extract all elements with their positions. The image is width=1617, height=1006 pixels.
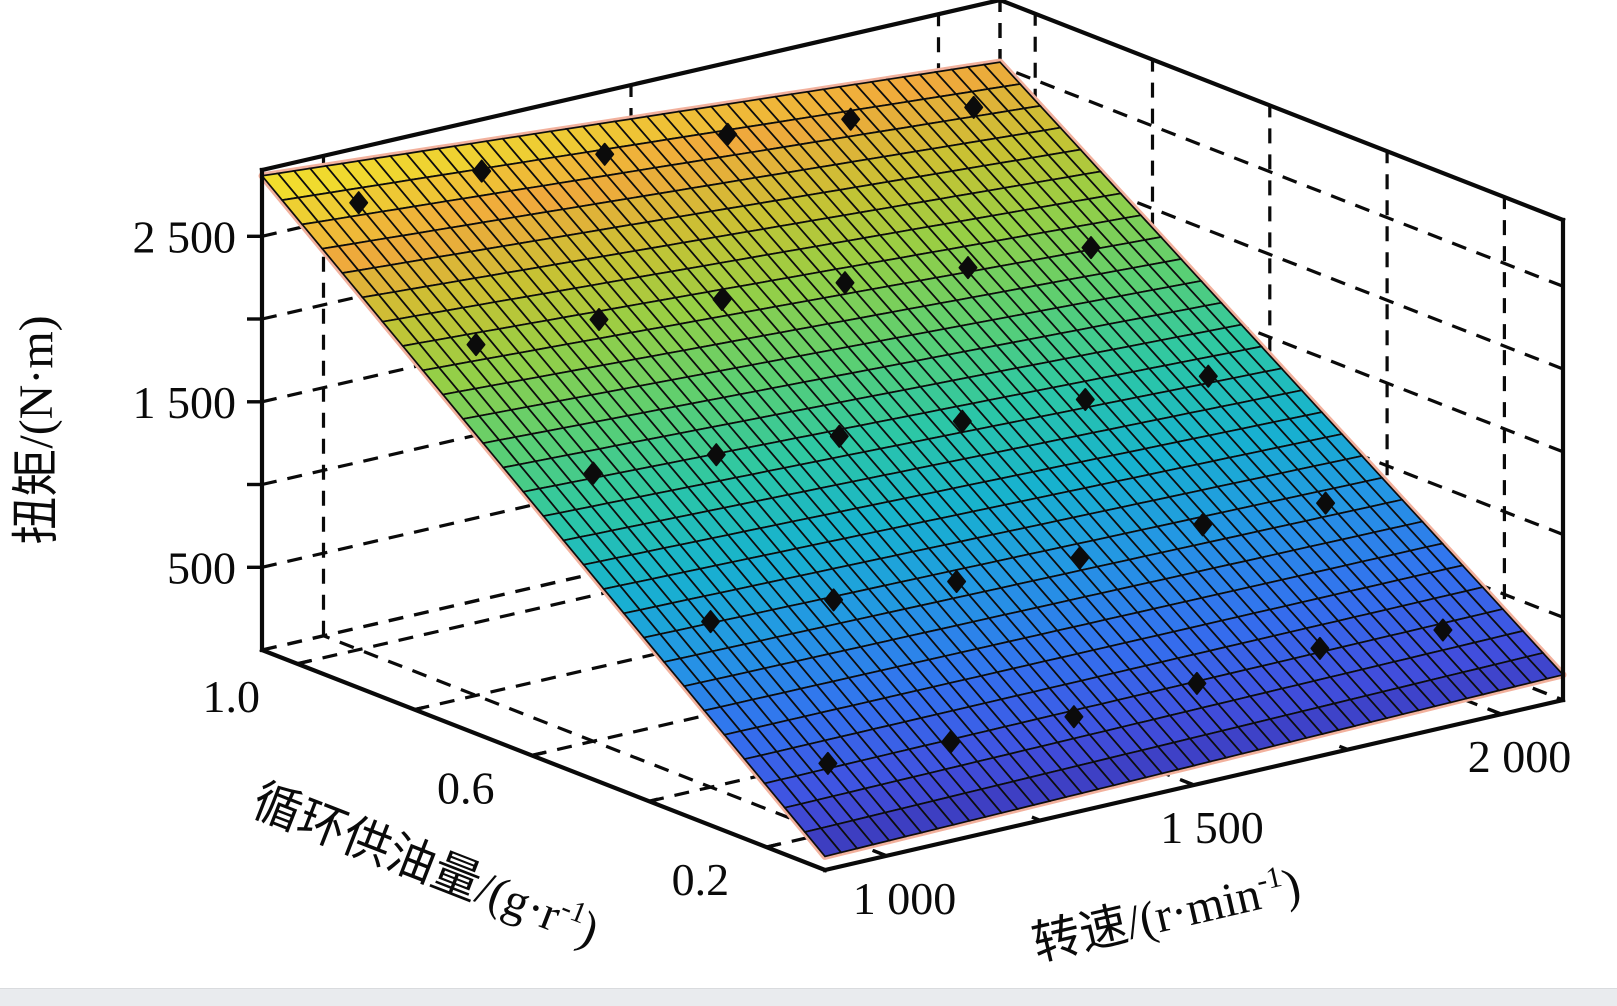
- data-point-marker: [1433, 618, 1453, 642]
- y-tick-label: 0.2: [672, 854, 730, 905]
- data-point-marker: [952, 409, 972, 433]
- y-axis-tick: [648, 797, 659, 803]
- x-axis-label: 转速/(r·min-1): [1027, 856, 1305, 971]
- y-axis-tick: [531, 750, 546, 758]
- x-axis-tick: [1031, 815, 1041, 822]
- wall-gridline-torque: [999, 64, 1564, 288]
- bottom-strip: [0, 988, 1617, 1006]
- y-axis-tick: [414, 705, 424, 712]
- floor-gridline-speed: [322, 634, 888, 858]
- x-axis-tick: [1487, 707, 1503, 716]
- data-point-marker: [1310, 636, 1330, 660]
- box-edge: [259, 0, 1003, 173]
- data-point-marker: [958, 256, 978, 280]
- data-point-marker: [466, 333, 486, 357]
- data-point-marker: [1193, 513, 1213, 537]
- y-axis-tick: [296, 658, 312, 666]
- x-tick-label: 1 000: [853, 873, 957, 924]
- tick-labels: 500 1 500 2 500 1.0 0.6 0.2 1 000 1 500 2 000: [133, 211, 1572, 924]
- x-tick-label: 2 000: [1468, 731, 1572, 782]
- y-tick-label: 0.6: [437, 762, 495, 813]
- box-edge: [997, 0, 1566, 223]
- x-axis-tick: [1180, 778, 1195, 787]
- data-point-marker: [583, 461, 603, 485]
- z-axis-label: 扭矩/(N·m): [10, 315, 63, 544]
- x-tick-label: 1 500: [1160, 802, 1264, 853]
- x-axis-tick: [872, 849, 888, 858]
- data-point-marker: [718, 122, 738, 146]
- y-axis-label: 循环供油量/(g·r-1): [245, 772, 606, 956]
- box-edge: [259, 647, 828, 873]
- data-point-marker: [1070, 546, 1090, 570]
- y-tick-label: 1.0: [202, 671, 260, 722]
- data-point-marker: [824, 588, 844, 612]
- data-point-marker: [1075, 388, 1095, 411]
- data-point-marker: [1198, 364, 1218, 388]
- surface-mesh: [260, 61, 1565, 858]
- data-point-marker: [964, 95, 984, 119]
- data-point-marker: [589, 308, 609, 331]
- y-axis-tick: [766, 842, 781, 849]
- data-point-marker: [712, 288, 732, 311]
- data-point-marker: [706, 443, 726, 467]
- x-axis-tick: [1338, 744, 1349, 752]
- data-point-marker: [947, 570, 967, 593]
- data-point-marker: [841, 107, 861, 131]
- data-point-marker: [349, 191, 369, 215]
- z-tick-label: 2 500: [133, 211, 237, 262]
- data-point-marker: [1064, 705, 1084, 729]
- z-tick-label: 1 500: [133, 377, 237, 428]
- data-point-marker: [818, 751, 838, 775]
- box-edges: [259, 0, 1566, 873]
- axis-ticks: [247, 234, 1503, 858]
- data-point-marker: [701, 610, 721, 634]
- data-point-marker: [941, 730, 961, 754]
- data-point-marker: [829, 424, 849, 448]
- z-tick-label: 500: [167, 542, 236, 593]
- data-point-marker: [1187, 671, 1207, 695]
- data-point-marker: [1081, 236, 1101, 260]
- scatter-points: [349, 95, 1453, 775]
- data-point-marker: [835, 271, 855, 295]
- data-point-marker: [595, 142, 615, 166]
- data-point-marker: [1316, 491, 1336, 515]
- data-point-marker: [472, 159, 492, 183]
